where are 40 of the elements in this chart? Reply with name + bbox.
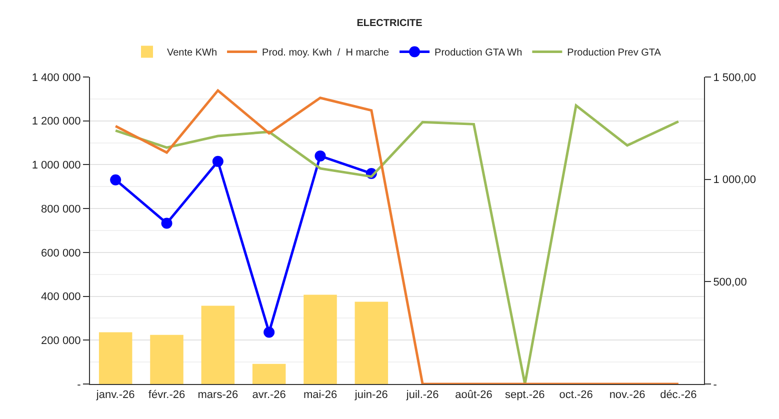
y2-tick-label: - (713, 378, 718, 391)
bar (201, 306, 235, 384)
x-tick-label: oct.-26 (559, 389, 593, 402)
y2-tick-label: 1 500,00 (713, 72, 756, 84)
y-tick-label: 400 000 (41, 291, 81, 304)
x-tick-label: juin-26 (354, 389, 388, 402)
point (264, 326, 275, 338)
bar (98, 332, 132, 384)
bar (252, 364, 286, 384)
y2-tick-label: 1 000,00 (713, 174, 756, 186)
x-tick-label: déc.-26 (660, 389, 697, 402)
bar (304, 294, 337, 384)
y-tick-label: 1 400 000 (32, 72, 81, 84)
x-tick-label: nov.-26 (609, 389, 646, 402)
legend-label: Prod. moy. Kwh / H marche (262, 48, 390, 59)
legend-label: Vente KWh (167, 48, 218, 59)
point (314, 150, 326, 162)
y-tick-label: - (77, 378, 82, 391)
y-tick-label: 800 000 (41, 203, 81, 216)
y-tick-label: 1 200 000 (32, 116, 81, 128)
point (212, 156, 224, 167)
x-tick-label: sept.-26 (505, 389, 545, 402)
bar (150, 334, 184, 384)
x-tick-label: févr.-26 (148, 389, 186, 402)
chart-title: ELECTRICITE (356, 18, 423, 29)
y-tick-label: 1 000 000 (32, 160, 81, 172)
x-tick-label: avr.-26 (252, 389, 286, 402)
point (110, 174, 122, 186)
y-tick-label: 600 000 (41, 247, 81, 260)
x-tick-label: mars-26 (198, 389, 238, 402)
x-tick-label: juil.-26 (405, 389, 439, 402)
point (161, 218, 172, 229)
legend-label: Production GTA Wh (434, 48, 522, 59)
y-tick-label: 200 000 (41, 334, 81, 347)
x-tick-label: janv.-26 (95, 389, 135, 402)
y2-tick-label: 500,00 (713, 276, 747, 289)
x-tick-label: mai-26 (303, 389, 338, 402)
x-tick-label: août-26 (455, 389, 492, 402)
legend-label: Production Prev GTA (567, 48, 662, 59)
bar (354, 302, 388, 384)
